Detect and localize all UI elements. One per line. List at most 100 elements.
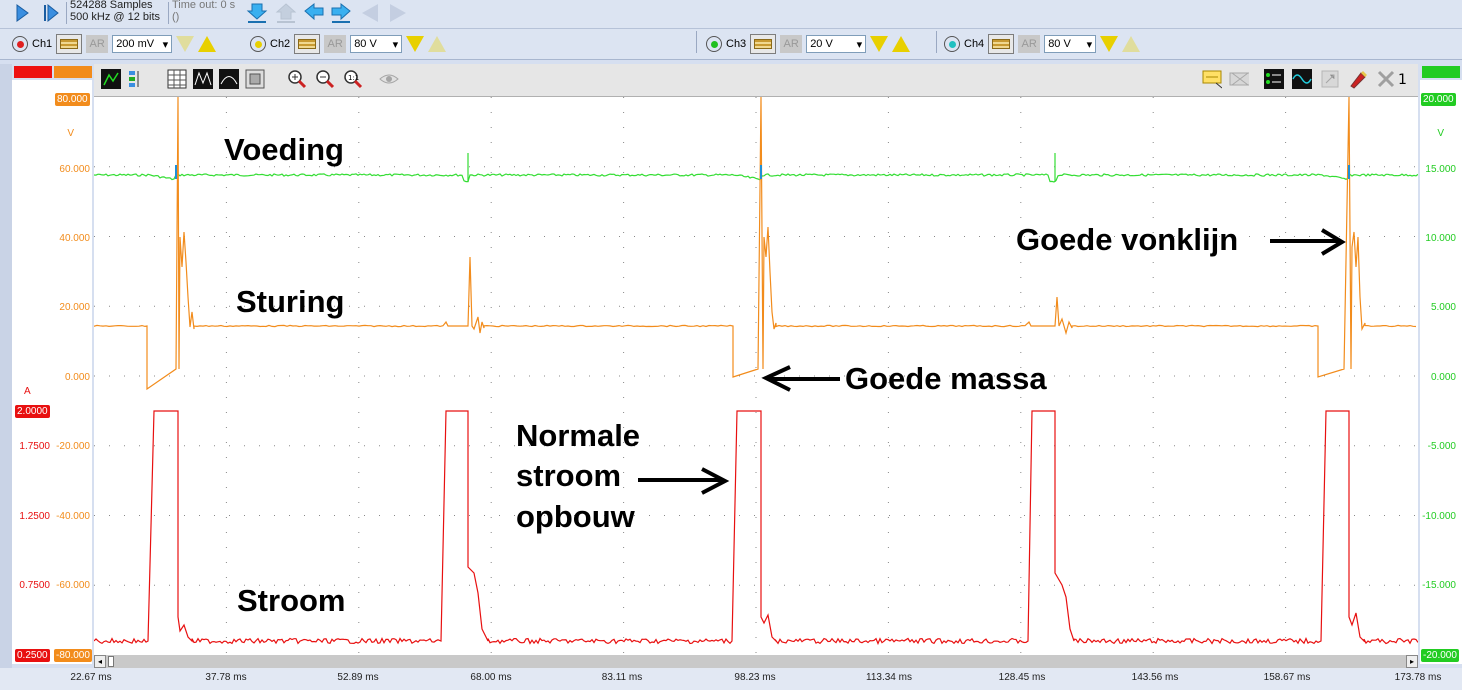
cursor-icon[interactable] [101,69,121,89]
signal-icon[interactable] [1292,69,1312,89]
channel-1-range-select[interactable]: 200 mV ▾ [112,35,173,53]
trigger-up-icon[interactable] [275,2,297,24]
channel-1-autorange-button[interactable]: AR [86,35,109,53]
green-axis-label-10: 10.000 [1425,233,1456,244]
arrow-stroom-head [701,467,730,495]
arrow-right-icon[interactable] [330,2,352,24]
close-icon[interactable] [1376,69,1396,89]
arrow-left-icon[interactable] [303,2,325,24]
orange-axis-unit: V [67,128,74,139]
channel-1-controls: Ch1 AR 200 mV ▾ [12,32,217,56]
green-axis-bottom-badge[interactable]: -20.000 [1421,649,1459,662]
red-axis-top-badge[interactable]: 2.0000 [15,405,50,418]
left-gutter [0,64,12,668]
channel-3-indicator-icon[interactable] [706,36,722,52]
channel-1-coupling-button[interactable] [56,34,83,54]
maximize-icon[interactable] [1320,69,1340,89]
channel-3-range-select[interactable]: 20 V ▾ [806,35,867,53]
channel-3-label: Ch3 [726,38,747,50]
comment-icon[interactable] [1202,69,1222,89]
channel-4-autorange-button[interactable]: AR [1018,35,1041,53]
channel-3-range-down-icon[interactable] [870,36,889,52]
channel-4-range-down-icon[interactable] [1100,36,1119,52]
channel-2-range-value: 80 V [354,38,377,50]
sturing-trace [93,96,1417,391]
time-axis [0,668,1462,690]
scope-plot-area[interactable] [93,96,1419,655]
time-scrollbar[interactable]: ◂ ▸ [94,655,1418,668]
scroll-thumb[interactable] [108,656,114,667]
channel-2-color-strip[interactable] [54,66,92,78]
orange-axis-label-20: 20.000 [59,302,90,313]
time-tick: 22.67 ms [70,672,112,683]
sample-count: 524288 Samples [70,0,153,11]
channel-3-range-up-icon[interactable] [892,36,911,52]
orange-axis-bottom-badge[interactable]: -80.000 [54,649,92,662]
next-icon[interactable] [388,2,408,24]
step-play-icon[interactable] [42,4,60,22]
green-axis-label-m10: -10.000 [1422,511,1456,522]
channel-4-indicator-icon[interactable] [944,36,960,52]
channel-3-color-strip[interactable] [1422,66,1460,78]
orange-axis-label-m20: -20.000 [56,441,90,452]
channel-4-range-select[interactable]: 80 V ▾ [1044,35,1097,53]
channel-1-range-up-icon[interactable] [198,36,217,52]
channel-1-range-down-icon[interactable] [176,36,195,52]
channel-4-range-up-icon[interactable] [1122,36,1141,52]
measure-icon[interactable] [1229,69,1249,89]
channel-3-range-value: 20 V [810,38,833,50]
channel-1-indicator-icon[interactable] [12,36,28,52]
zoom-reset-icon[interactable]: 1:1 [343,69,363,89]
grid-view-icon[interactable] [245,69,265,89]
channel-2-range-select[interactable]: 80 V ▾ [350,35,403,53]
red-axis-unit: A [24,386,31,397]
zoom-out-icon[interactable] [315,69,335,89]
trigger-down-icon[interactable] [246,2,268,24]
orange-axis-label-m60: -60.000 [56,580,90,591]
time-tick: 158.67 ms [1263,672,1311,683]
channel-list-icon[interactable] [1264,69,1284,89]
scroll-right-icon[interactable]: ▸ [1406,655,1418,668]
channel-4-coupling-button[interactable] [988,34,1015,54]
zoom-in-icon[interactable] [287,69,307,89]
time-tick: 173.78 ms [1394,672,1442,683]
channel-2-coupling-button[interactable] [294,34,321,54]
channel-layout-icon[interactable] [127,69,147,89]
channel-2-range-down-icon[interactable] [406,36,425,52]
channel-4-label: Ch4 [964,38,985,50]
channel-2-autorange-button[interactable]: AR [324,35,347,53]
curve-view-icon[interactable] [219,69,239,89]
channel-2-range-up-icon[interactable] [428,36,447,52]
play-icon[interactable] [14,4,30,22]
channel-1-range-value: 200 mV [116,38,155,50]
channel-3-coupling-button[interactable] [750,34,777,54]
red-axis-label-1-25: 1.2500 [19,511,50,522]
channel-4-controls: Ch4 AR 80 V ▾ [944,32,1141,56]
channel-2-indicator-icon[interactable] [250,36,266,52]
orange-axis-top-badge[interactable]: 80.000 [55,93,90,106]
orange-axis-label-m40: -40.000 [56,511,90,522]
pen-icon[interactable] [1348,69,1368,89]
annotation-normale-line3: opbouw [516,499,635,534]
green-axis-label-m5: -5.000 [1427,441,1456,452]
red-axis-label-1-75: 1.7500 [19,441,50,452]
green-axis-label-0: 0.000 [1430,372,1456,383]
channel-3-autorange-button[interactable]: AR [780,35,803,53]
channel-1-color-strip[interactable] [14,66,52,78]
scope-waveform-svg [93,96,1419,655]
sample-info: 524288 Samples 500 kHz @ 12 bits [70,0,160,23]
time-tick: 68.00 ms [470,672,512,683]
red-axis-bottom-badge[interactable]: 0.2500 [15,649,50,662]
scroll-left-icon[interactable]: ◂ [94,655,106,668]
time-tick: 83.11 ms [601,672,643,683]
time-tick: 52.89 ms [337,672,379,683]
waveform-view-icon[interactable] [193,69,213,89]
visibility-eye-icon[interactable] [379,69,399,89]
table-view-icon[interactable] [167,69,187,89]
green-axis-top-badge[interactable]: 20.000 [1421,93,1456,106]
annotation-goede-vonklijn: Goede vonklijn [1016,222,1239,257]
orange-axis-label-60: 60.000 [59,164,90,175]
sample-rate: 500 kHz @ 12 bits [70,11,161,23]
previous-icon[interactable] [360,2,380,24]
